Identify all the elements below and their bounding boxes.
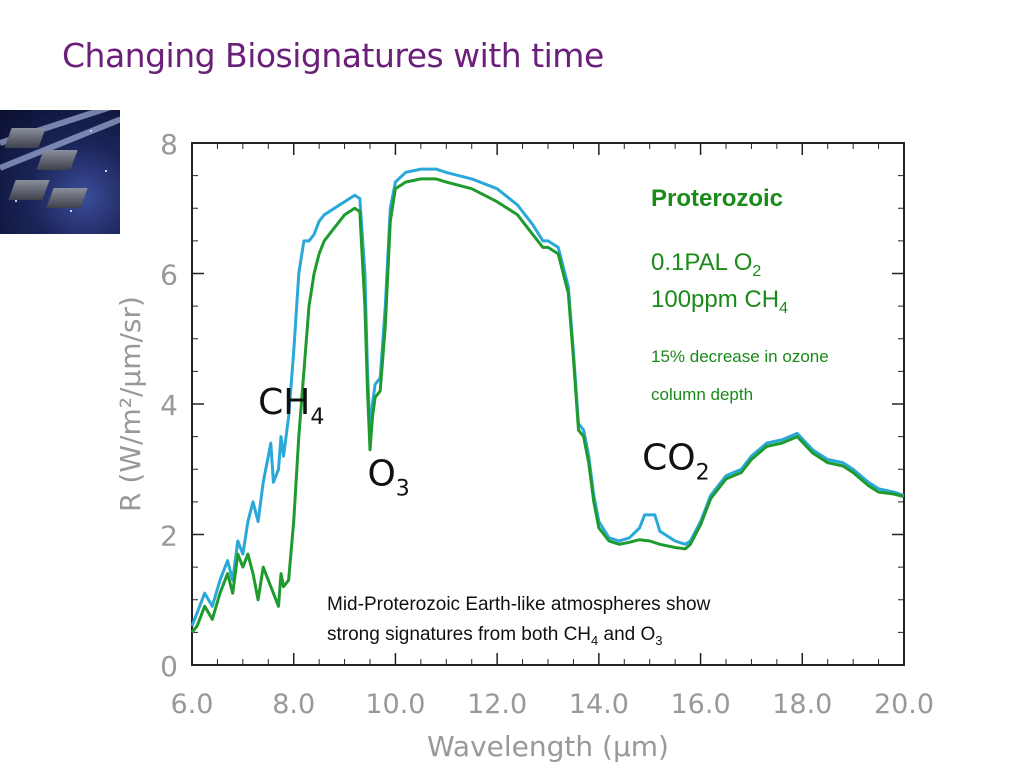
x-axis-label: Wavelength (μm) (427, 730, 669, 763)
x-tick-label: 16.0 (671, 689, 731, 720)
series-layer (190, 167, 905, 634)
x-tick-label: 18.0 (772, 689, 832, 720)
annotation-o3: O3 (367, 454, 409, 502)
legend-note-line2: column depth (651, 385, 753, 404)
legend-note-line1: 15% decrease in ozone (651, 347, 829, 366)
x-tick-label: 6.0 (171, 689, 214, 720)
annotation-ch4: CH4 (258, 382, 324, 430)
x-tick-label: 12.0 (467, 689, 527, 720)
caption: Mid-Proterozoic Earth-like atmospheres s… (327, 594, 711, 648)
series-line-2 (190, 177, 905, 634)
legend-heading: Proterozoic (651, 185, 783, 212)
annotation-co2: CO2 (642, 437, 709, 485)
x-tick-label: 8.0 (272, 689, 315, 720)
x-tick-label: 10.0 (365, 689, 425, 720)
axis-ticks: 6.0 8.0 10.0 12.0 14.0 16.0 18.0 20.0 0 2 4 6 8 (160, 128, 934, 720)
telescope-array-icon (0, 110, 120, 234)
legend-line-ch4: 100ppm CH4 (651, 286, 788, 317)
caption-line1: Mid-Proterozoic Earth-like atmospheres s… (327, 594, 711, 615)
y-axis-label: R (W/m²/μm/sr) (114, 296, 147, 512)
legend-line-o2: 0.1PAL O2 (651, 249, 761, 280)
y-tick-label: 8 (160, 128, 178, 161)
y-tick-label: 2 (160, 520, 178, 553)
x-tick-label: 14.0 (569, 689, 629, 720)
y-tick-label: 6 (160, 259, 178, 292)
caption-line2: strong signatures from both CH4 and O3 (327, 624, 663, 648)
x-tick-label: 20.0 (874, 689, 934, 720)
y-tick-label: 0 (160, 650, 178, 683)
y-tick-label: 4 (160, 389, 178, 422)
series-line-1 (190, 167, 905, 627)
legend-panel: Proterozoic 0.1PAL O2 100ppm CH4 15% dec… (651, 185, 829, 404)
slide-title: Changing Biosignatures with time (62, 36, 604, 75)
